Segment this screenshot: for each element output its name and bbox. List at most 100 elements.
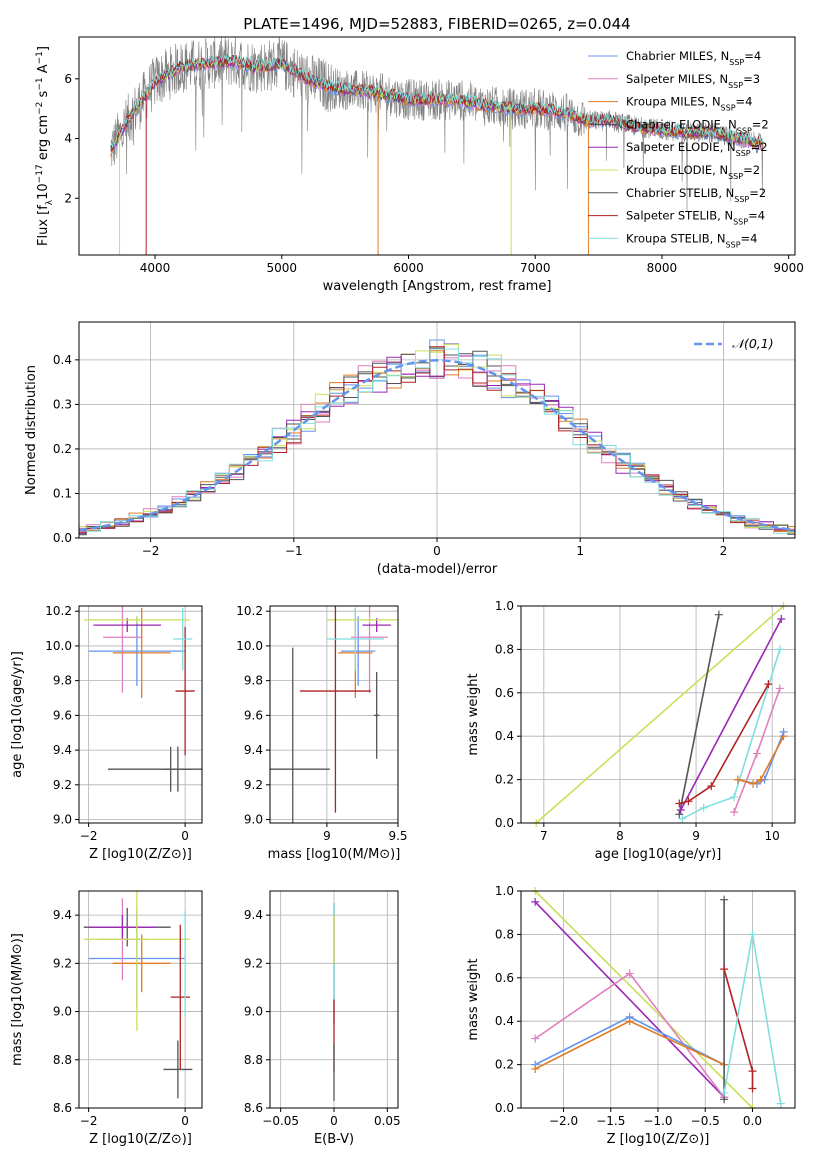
- legend-sub: SSP: [737, 126, 752, 135]
- y-axis-label: mass weight: [466, 673, 481, 755]
- weight-marker: [752, 749, 761, 758]
- y-tick-label: 0.6: [495, 686, 514, 700]
- y-tick-label: 9.2: [244, 956, 263, 970]
- histograms: [79, 339, 795, 536]
- x-axis-label: E(B-V): [314, 1132, 354, 1147]
- y-tick-label: 1.0: [495, 884, 514, 898]
- legend-value: =4: [748, 209, 765, 223]
- x-axis-label: age [log10(age/yr)]: [595, 847, 722, 862]
- y-tick-label: 0.6: [495, 971, 514, 985]
- legend-label: Chabrier STELIB, NSSP=2: [626, 186, 766, 204]
- legend-label: Salpeter MILES, NSSP=3: [626, 72, 760, 90]
- legend-value: =4: [741, 231, 758, 245]
- y-tick-label: 0.0: [495, 1101, 514, 1115]
- y-tick-label: 9.4: [53, 908, 72, 922]
- x-tick-label: 8000: [647, 261, 678, 275]
- y-tick-label: 1.0: [495, 599, 514, 613]
- y-tick-label: 4: [64, 132, 72, 146]
- y-label-part: erg cm: [36, 115, 51, 164]
- y-tick-label: 0.1: [53, 486, 72, 500]
- weight-series-1: [678, 614, 720, 815]
- legend-sub: SSP: [733, 217, 748, 226]
- x-tick-label: 9.5: [388, 829, 407, 843]
- errorbar-point: [88, 616, 186, 686]
- weight-marker: [707, 782, 716, 791]
- y-axis-label: mass weight: [466, 958, 481, 1040]
- x-tick-label: 0.05: [374, 1114, 401, 1128]
- x-tick-label: 1: [576, 544, 584, 558]
- y-tick-label: 9.0: [53, 1005, 72, 1019]
- x-tick-label: 7: [540, 829, 548, 843]
- weight-marker: [777, 615, 786, 624]
- x-tick-label: −2: [80, 1114, 98, 1128]
- y-label-part: −17: [35, 164, 45, 183]
- y-axis-label: age [log10(age/yr)]: [10, 651, 25, 778]
- y-tick-label: 0.2: [495, 773, 514, 787]
- y-tick-label: 6: [64, 72, 72, 86]
- spectrum-lines: [110, 37, 764, 255]
- weight-marker: [776, 1099, 785, 1108]
- errorbar-point: [170, 924, 190, 1070]
- axes-frame: [269, 605, 399, 824]
- weight-series-3: [682, 649, 781, 820]
- x-tick-label: 9: [323, 829, 331, 843]
- weight-marker: [531, 1034, 540, 1043]
- x-tick-label: −2: [142, 544, 160, 558]
- y-tick-label: 9.4: [244, 743, 263, 757]
- legend-label: Kroupa MILES, NSSP=4: [626, 95, 752, 113]
- z-weight-panel: −2.0 −1.5 −1.0 −0.5 0.0 0.0 0.2 0.4 0.6 0.8 1.0 Z […: [466, 884, 796, 1147]
- legend-sub: SSP: [734, 194, 749, 203]
- x-tick-label: −1.5: [596, 1114, 625, 1128]
- weight-marker: [675, 799, 684, 808]
- x-tick-label: 7000: [520, 261, 551, 275]
- x-tick-label: 4000: [140, 261, 171, 275]
- x-tick-label: 2: [720, 544, 728, 558]
- y-tick-label: 8.6: [244, 1101, 263, 1115]
- weight-series-0: [534, 890, 754, 1109]
- legend-name: Chabrier MILES, N: [626, 49, 729, 63]
- x-axis-label: Z [log10(Z/Z⊙)]: [607, 1132, 710, 1147]
- z-age-panel: −2 0 9.0 9.2 9.4 9.6 9.8 10.0 10.2 Z [log10(Z/Z⊙)…: [10, 604, 203, 862]
- weight-marker: [775, 645, 784, 654]
- legend-value: =4: [736, 95, 753, 109]
- errorbar-point: [83, 891, 190, 1031]
- legend-name: Chabrier ELODIE, N: [626, 117, 737, 131]
- y-tick-label: 0.4: [495, 729, 514, 743]
- weight-marker: [684, 797, 693, 806]
- weight-series-7: [737, 735, 785, 785]
- axes-frame: [78, 605, 203, 824]
- weight-marker: [749, 779, 758, 788]
- y-label-part: A: [36, 64, 51, 77]
- legend-label: 𝒩(0,1): [732, 336, 774, 351]
- errorbar-point: [88, 915, 157, 940]
- residuals-panel: −2 −1 0 1 2 0.0 0.1 0.2 0.3 0.4 (data-model)/error…: [24, 321, 796, 577]
- errorbar-point: [163, 746, 193, 792]
- legend-name: Kroupa MILES, N: [626, 95, 721, 109]
- axes-frame: [520, 605, 796, 824]
- weight-marker: [733, 775, 742, 784]
- y-tick-label: 9.6: [53, 708, 72, 722]
- weight-series-0: [535, 605, 785, 824]
- y-tick-label: 0.0: [53, 531, 72, 545]
- x-tick-label: −1: [285, 544, 303, 558]
- legend-label: Salpeter ELODIE, NSSP=2: [626, 140, 768, 158]
- weight-marker: [748, 1084, 757, 1093]
- y-tick-label: 9.0: [53, 813, 72, 827]
- y-label-part: −1: [35, 77, 45, 90]
- y-label-part: ]: [36, 46, 51, 51]
- x-tick-label: 8: [616, 829, 624, 843]
- weight-lines: [532, 602, 788, 827]
- weight-marker: [714, 610, 723, 619]
- axes-frame: [78, 890, 203, 1109]
- errorbar-point: [373, 671, 380, 759]
- y-tick-label: 8.6: [53, 1101, 72, 1115]
- legend-name: Chabrier STELIB, N: [626, 186, 734, 200]
- x-axis-label: mass [log10(M/M⊙)]: [268, 847, 401, 862]
- y-tick-label: 0.0: [495, 816, 514, 830]
- y-tick-label: 0.8: [495, 927, 514, 941]
- histogram-8: [79, 348, 795, 534]
- axes-frame: [78, 36, 796, 256]
- errorbar-point: [83, 616, 190, 624]
- legend-value: =2: [749, 186, 766, 200]
